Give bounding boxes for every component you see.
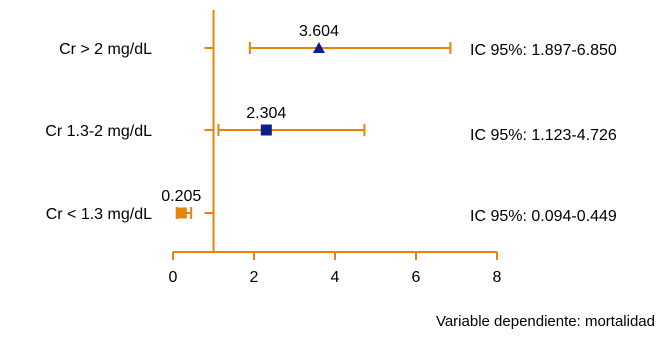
estimate-marker: [175, 207, 187, 219]
estimate-label: 2.304: [246, 105, 286, 122]
x-tick-label: 0: [169, 269, 178, 286]
x-tick-label: 4: [331, 269, 340, 286]
footnote: Variable dependiente: mortalidad: [435, 313, 655, 330]
row-label: Cr < 1.3 mg/dL: [46, 206, 152, 223]
estimate-marker: [260, 124, 272, 136]
x-tick-label: 6: [412, 269, 421, 286]
x-tick-label: 2: [250, 269, 259, 286]
estimate-label: 3.604: [299, 23, 339, 40]
ci-text: IC 95%: 0.094-0.449: [470, 208, 617, 225]
estimate-label: 0.205: [161, 188, 201, 205]
row-label: Cr 1.3-2 mg/dL: [45, 123, 152, 140]
ci-text: IC 95%: 1.897-6.850: [470, 42, 617, 59]
x-tick-label: 8: [493, 269, 502, 286]
ci-text: IC 95%: 1.123-4.726: [470, 127, 617, 144]
estimate-marker: [312, 42, 325, 53]
row-label: Cr > 2 mg/dL: [59, 41, 152, 58]
